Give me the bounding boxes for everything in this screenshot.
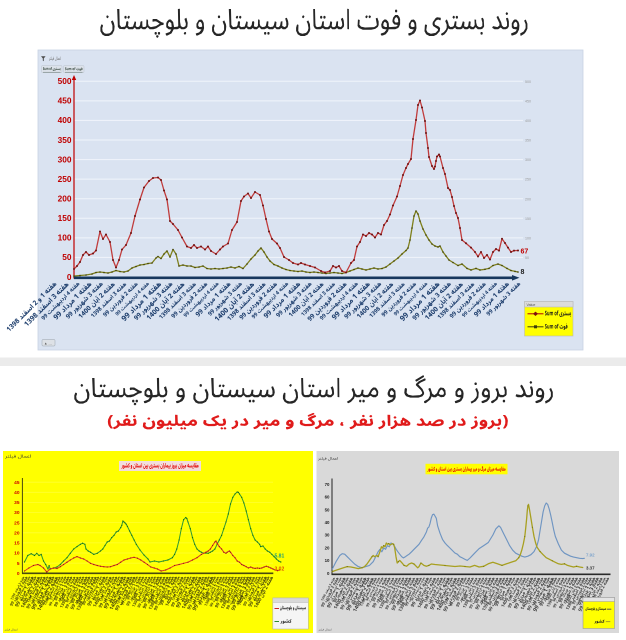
svg-text:350: 350 bbox=[58, 135, 72, 145]
svg-text:150: 150 bbox=[525, 217, 531, 221]
svg-text:500: 500 bbox=[525, 80, 531, 84]
svg-text:40: 40 bbox=[14, 490, 20, 496]
svg-text:15: 15 bbox=[14, 541, 20, 547]
svg-text:5: 5 bbox=[17, 561, 20, 567]
svg-text:200: 200 bbox=[525, 197, 531, 201]
svg-text:200: 200 bbox=[58, 194, 72, 204]
svg-text:10: 10 bbox=[14, 551, 20, 557]
svg-text:60: 60 bbox=[325, 495, 330, 500]
svg-text:40: 40 bbox=[325, 520, 330, 525]
svg-text:5.81: 5.81 bbox=[275, 554, 285, 560]
svg-text:0: 0 bbox=[327, 571, 330, 576]
svg-text:100: 100 bbox=[58, 233, 72, 243]
svg-text:8: 8 bbox=[521, 269, 525, 276]
svg-text:20: 20 bbox=[14, 531, 20, 537]
svg-text:250: 250 bbox=[58, 174, 72, 184]
svg-text:30: 30 bbox=[14, 510, 20, 516]
svg-text:35: 35 bbox=[14, 500, 20, 506]
svg-text:3.02: 3.02 bbox=[275, 567, 285, 573]
svg-text:10: 10 bbox=[325, 558, 330, 563]
svg-text:450: 450 bbox=[525, 100, 531, 104]
svg-text:20: 20 bbox=[325, 546, 330, 551]
svg-text:30: 30 bbox=[325, 533, 330, 538]
svg-text:100: 100 bbox=[525, 237, 531, 241]
svg-text:0: 0 bbox=[17, 571, 20, 577]
svg-text:50: 50 bbox=[62, 252, 72, 262]
svg-text:25: 25 bbox=[14, 520, 20, 526]
svg-text:3.37: 3.37 bbox=[586, 566, 595, 571]
svg-text:50: 50 bbox=[325, 507, 330, 512]
svg-text:300: 300 bbox=[58, 154, 72, 164]
svg-text:▲ …: ▲ … bbox=[44, 341, 52, 345]
svg-text:500: 500 bbox=[58, 76, 72, 86]
svg-text:400: 400 bbox=[58, 115, 72, 125]
svg-text:450: 450 bbox=[58, 96, 72, 106]
svg-text:400: 400 bbox=[525, 119, 531, 123]
svg-text:70: 70 bbox=[325, 482, 330, 487]
svg-text:Value: Value bbox=[527, 303, 536, 307]
svg-text:50: 50 bbox=[525, 256, 529, 260]
svg-text:45: 45 bbox=[14, 480, 20, 486]
svg-text:300: 300 bbox=[525, 158, 531, 162]
svg-text:350: 350 bbox=[525, 139, 531, 143]
svg-text:7.92: 7.92 bbox=[586, 553, 595, 558]
svg-text:67: 67 bbox=[521, 248, 529, 255]
svg-text:0: 0 bbox=[67, 272, 72, 282]
svg-text:250: 250 bbox=[525, 178, 531, 182]
svg-text:150: 150 bbox=[58, 213, 72, 223]
